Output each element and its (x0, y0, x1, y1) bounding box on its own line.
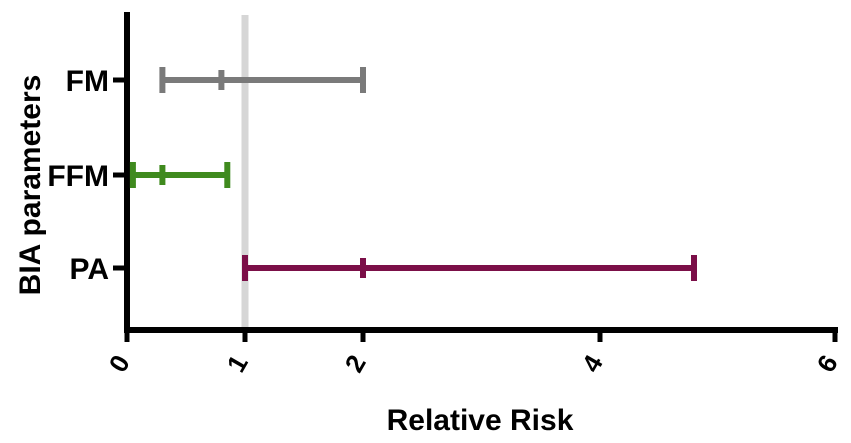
x-ticks: 0 1 2 4 6 (103, 330, 844, 377)
x-axis-title: Relative Risk (387, 404, 574, 437)
x-tick-label: 2 (339, 350, 372, 378)
y-ticks: FM FFM PA (47, 65, 127, 286)
confidence-intervals (129, 67, 697, 281)
ci-pa (242, 255, 697, 281)
x-tick-label: 0 (103, 350, 136, 378)
ci-fm (159, 67, 366, 93)
x-tick-label: 4 (576, 349, 609, 377)
x-tick-label: 6 (811, 350, 844, 378)
x-tick-label: 1 (221, 350, 254, 378)
category-label: FFM (47, 160, 109, 193)
ci-ffm (129, 162, 231, 188)
category-label: FM (66, 65, 109, 98)
y-axis-title: BIA parameters (14, 75, 47, 296)
category-label: PA (70, 253, 109, 286)
